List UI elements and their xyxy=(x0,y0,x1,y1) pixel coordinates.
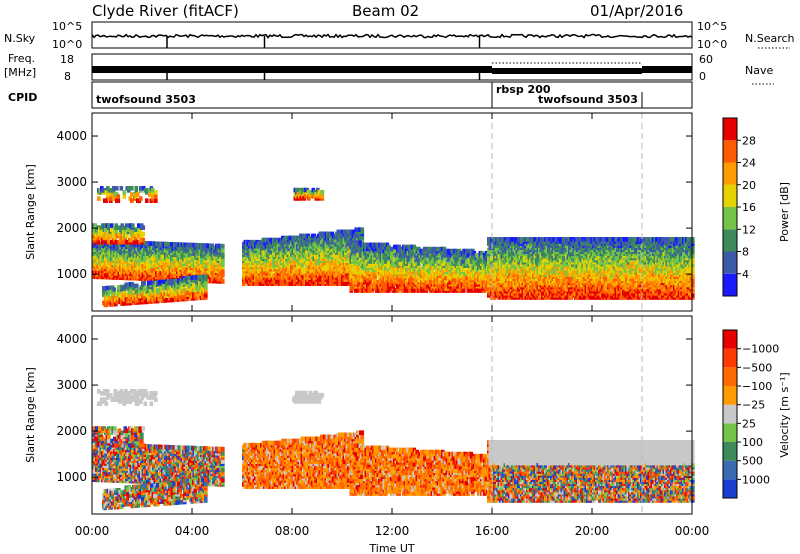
power-cell xyxy=(115,299,120,305)
power-cell xyxy=(111,229,116,235)
power-cell xyxy=(221,279,225,284)
power-cell xyxy=(186,290,190,295)
power-cell xyxy=(112,287,117,292)
power-cell xyxy=(138,229,143,235)
power-cell xyxy=(462,288,466,293)
power-cell xyxy=(130,281,135,287)
power-cell xyxy=(360,235,365,241)
power-cell xyxy=(131,223,135,228)
freq-tick-top: 18 xyxy=(60,53,74,66)
nsearch-tick-top: 10^5 xyxy=(697,20,727,33)
power-cell xyxy=(108,285,112,291)
power-cell xyxy=(360,227,365,232)
power-cell xyxy=(125,223,129,228)
freq-series xyxy=(92,62,692,80)
power-cell xyxy=(221,243,225,249)
nsky-tick-bottom: 10^0 xyxy=(52,38,82,51)
power-cell xyxy=(109,289,114,295)
freq-band-1 xyxy=(92,66,492,73)
power-cell xyxy=(221,268,225,274)
power-cell xyxy=(178,297,183,302)
freq-tick-bottom: 8 xyxy=(64,70,71,83)
power-cell xyxy=(135,283,139,289)
freq-unit-label: [MHz] xyxy=(4,66,36,79)
power-cell xyxy=(137,223,141,228)
power-cell xyxy=(114,223,119,228)
nsky-label: N.Sky xyxy=(4,32,36,45)
nsky-trace xyxy=(91,33,693,39)
power-cell xyxy=(157,279,162,285)
power-cell xyxy=(114,229,119,235)
freq-band-2 xyxy=(492,68,642,74)
power-cell xyxy=(142,287,147,292)
power-cell xyxy=(110,223,114,228)
power-cell xyxy=(258,281,263,286)
power-cell xyxy=(160,279,165,285)
power-cell xyxy=(221,248,225,253)
nave-label: Nave xyxy=(745,64,773,77)
freq-band-3 xyxy=(642,66,692,73)
power-cell xyxy=(104,227,108,232)
power-cell xyxy=(114,239,119,245)
power-cell xyxy=(199,274,204,280)
power-cell xyxy=(93,223,98,228)
power-cell xyxy=(151,280,156,285)
power-cell xyxy=(204,293,208,298)
cpid-segment-3: twofsound 3503 xyxy=(538,93,638,106)
freq-panel: Freq. [MHz] 18 8 60 0 Nave xyxy=(4,52,774,85)
power-cell xyxy=(141,237,146,243)
power-cell xyxy=(147,280,151,286)
date-title: 01/Apr/2016 xyxy=(590,2,683,20)
nsearch-label: N.Search xyxy=(745,32,795,45)
cpid-segment-2: rbsp 200 xyxy=(496,83,551,96)
power-cell xyxy=(142,281,147,286)
power-cell xyxy=(184,275,189,281)
nave-tick-top: 60 xyxy=(699,53,713,66)
power-cell xyxy=(123,301,127,306)
cpid-frame xyxy=(91,81,693,109)
power-cell xyxy=(162,283,166,289)
freq-label: Freq. xyxy=(8,52,35,65)
power-cell xyxy=(171,297,175,303)
cpid-segment-1: twofsound 3503 xyxy=(96,93,196,106)
power-cell xyxy=(141,231,146,237)
nave-tick-bottom: 0 xyxy=(699,70,706,83)
power-cell xyxy=(141,225,146,230)
power-cell xyxy=(204,274,208,279)
nsky-tick-top: 10^5 xyxy=(52,20,82,33)
power-cell xyxy=(135,239,140,245)
cpid-panel: CPID twofsound 3503 rbsp 200 twofsound 3… xyxy=(8,81,693,109)
power-data xyxy=(92,113,695,311)
power-cell xyxy=(126,227,131,232)
nsky-panel: N.Sky 10^5 10^0 10^5 10^0 N.Search xyxy=(4,20,795,51)
beam-title: Beam 02 xyxy=(352,2,419,20)
power-cell xyxy=(107,237,111,243)
nsky-series xyxy=(91,33,693,48)
station-title: Clyde River (fitACF) xyxy=(92,2,239,20)
cpid-label: CPID xyxy=(8,91,37,104)
power-cell xyxy=(125,239,129,245)
power-cell xyxy=(221,252,225,257)
nsearch-tick-bottom: 10^0 xyxy=(697,38,727,51)
power-cell xyxy=(204,282,208,288)
power-cell xyxy=(187,275,192,281)
